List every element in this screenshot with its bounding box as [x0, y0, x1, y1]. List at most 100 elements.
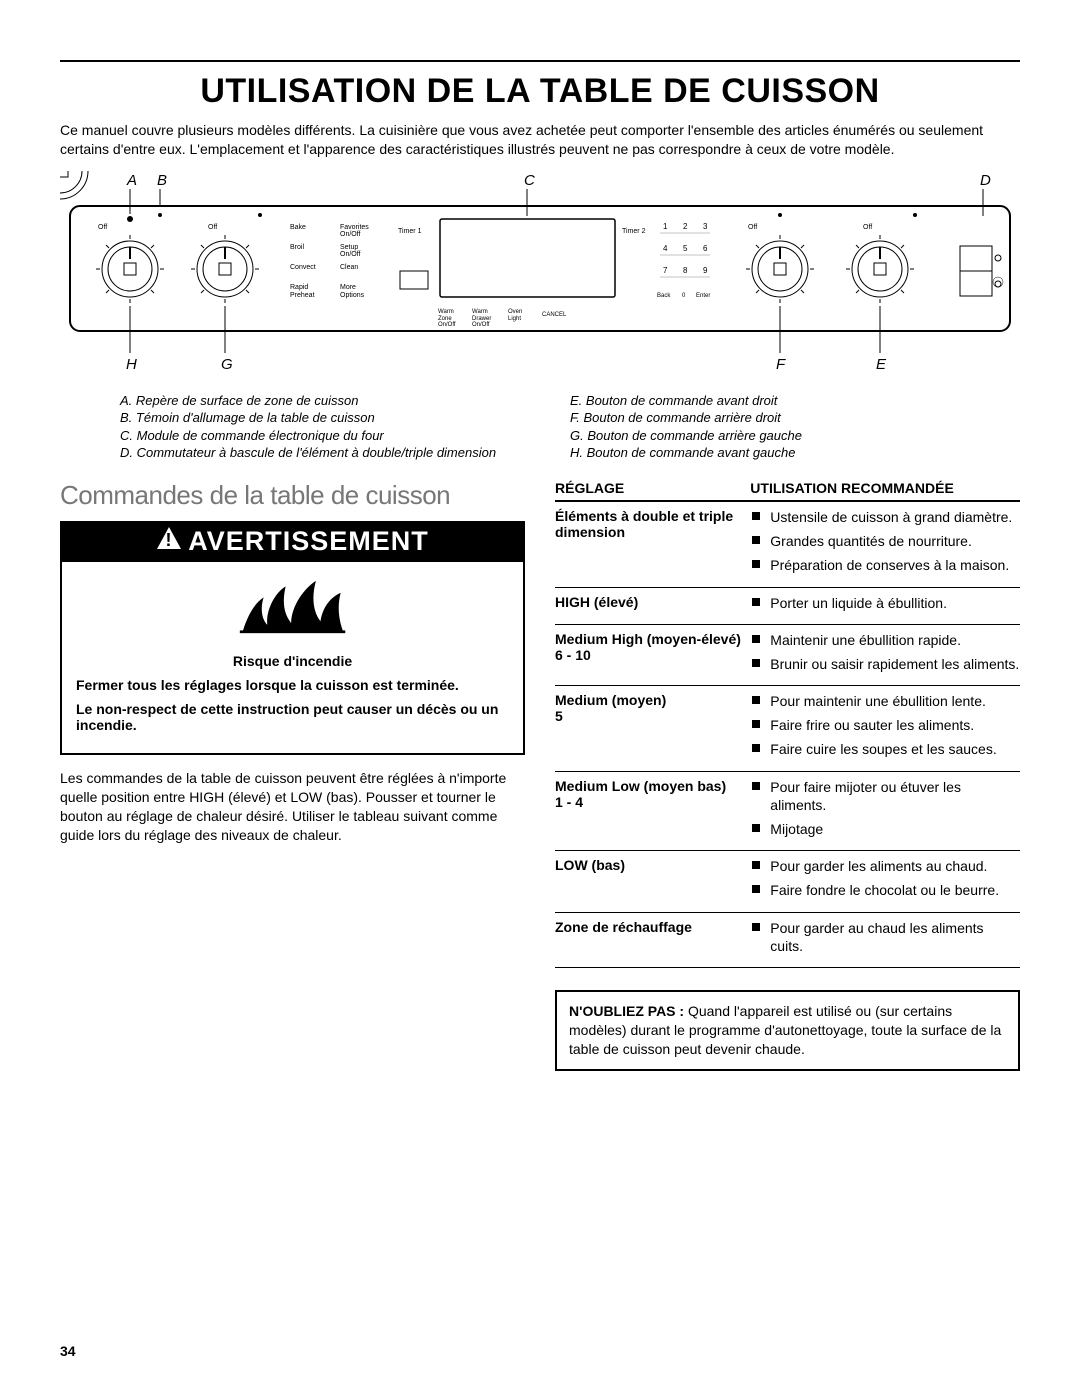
table-row: Medium (moyen)5Pour maintenir une ébulli…	[555, 686, 1020, 772]
usage-item: Brunir ou saisir rapidement les aliments…	[750, 655, 1020, 673]
table-cell-setting: LOW (bas)	[555, 857, 750, 905]
table-row: Medium High (moyen-élevé)6 - 10Maintenir…	[555, 625, 1020, 686]
note-box: N'OUBLIEZ PAS : Quand l'appareil est uti…	[555, 990, 1020, 1071]
warning-line: Le non-respect de cette instruction peut…	[76, 701, 509, 733]
settings-table: RÉGLAGE UTILISATION RECOMMANDÉE Éléments…	[555, 480, 1020, 968]
table-cell-setting: Zone de réchauffage	[555, 919, 750, 961]
usage-item: Faire cuire les soupes et les sauces.	[750, 740, 1020, 758]
svg-text:Convect: Convect	[290, 264, 316, 271]
table-cell-usage: Ustensile de cuisson à grand diamètre.Gr…	[750, 508, 1020, 581]
svg-text:Warm: Warm	[472, 309, 488, 315]
section-heading: Commandes de la table de cuisson	[60, 480, 525, 511]
table-cell-setting: Medium Low (moyen bas)1 - 4	[555, 778, 750, 845]
intro-paragraph: Ce manuel couvre plusieurs modèles diffé…	[60, 121, 1020, 159]
svg-text:0: 0	[682, 293, 686, 299]
body-paragraph: Les commandes de la table de cuisson peu…	[60, 769, 525, 845]
legend-item: E. Bouton de commande avant droit	[570, 392, 960, 410]
svg-text:Timer 1: Timer 1	[398, 228, 422, 235]
page-number: 34	[60, 1343, 76, 1359]
control-panel-diagram: A B C D Off	[60, 171, 1020, 386]
warning-header: ! AVERTISSEMENT	[62, 523, 523, 562]
usage-item: Faire fondre le chocolat ou le beurre.	[750, 881, 1020, 899]
usage-item: Pour faire mijoter ou étuver les aliment…	[750, 778, 1020, 814]
table-header-setting: RÉGLAGE	[555, 480, 750, 496]
usage-item: Pour maintenir une ébullition lente.	[750, 692, 1020, 710]
svg-text:Options: Options	[340, 292, 365, 299]
svg-text:Oven: Oven	[508, 309, 522, 315]
table-cell-usage: Pour faire mijoter ou étuver les aliment…	[750, 778, 1020, 845]
table-cell-usage: Maintenir une ébullition rapide. Brunir o…	[750, 631, 1020, 679]
table-row: Zone de réchauffagePour garder au chaud …	[555, 913, 1020, 968]
svg-text:3: 3	[703, 222, 708, 231]
usage-item: Grandes quantités de nourriture.	[750, 532, 1020, 550]
usage-item: Faire frire ou sauter les aliments.	[750, 716, 1020, 734]
warning-box: ! AVERTISSEMENT Risque d'incendie Fermer…	[60, 521, 525, 755]
svg-text:CANCEL: CANCEL	[542, 312, 567, 318]
svg-text:1: 1	[663, 222, 668, 231]
svg-text:More: More	[340, 284, 356, 291]
svg-text:5: 5	[683, 244, 688, 253]
svg-text:H: H	[126, 356, 137, 373]
svg-text:A: A	[126, 172, 137, 189]
svg-text:On/Off: On/Off	[340, 251, 361, 258]
legend-item: D. Commutateur à bascule de l'élément à …	[120, 444, 510, 462]
svg-text:On/Off: On/Off	[340, 231, 361, 238]
usage-item: Porter un liquide à ébullition.	[750, 594, 1020, 612]
table-cell-usage: Pour garder au chaud les aliments cuits.	[750, 919, 1020, 961]
table-cell-setting: Medium (moyen)5	[555, 692, 750, 765]
table-row: LOW (bas)Pour garder les aliments au cha…	[555, 851, 1020, 912]
note-lead: N'OUBLIEZ PAS :	[569, 1003, 688, 1019]
usage-item: Pour garder au chaud les aliments cuits.	[750, 919, 1020, 955]
svg-text:Off: Off	[208, 224, 217, 231]
warning-line: Risque d'incendie	[76, 653, 509, 669]
legend-item: G. Bouton de commande arrière gauche	[570, 427, 960, 445]
svg-text:2: 2	[683, 222, 688, 231]
fire-icon	[62, 562, 523, 645]
svg-text:8: 8	[683, 266, 688, 275]
svg-text:Off: Off	[863, 224, 872, 231]
svg-text:4: 4	[663, 244, 668, 253]
table-cell-usage: Pour garder les aliments au chaud. Faire …	[750, 857, 1020, 905]
table-row: HIGH (élevé)Porter un liquide à ébulliti…	[555, 588, 1020, 625]
table-cell-setting: HIGH (élevé)	[555, 594, 750, 618]
table-row: Medium Low (moyen bas)1 - 4Pour faire mi…	[555, 772, 1020, 852]
svg-text:Light: Light	[508, 316, 521, 322]
svg-text:F: F	[776, 356, 786, 373]
svg-text:Setup: Setup	[340, 244, 358, 251]
diagram-legend: A. Repère de surface de zone de cuisson …	[60, 392, 1020, 462]
svg-text:Off: Off	[98, 224, 107, 231]
svg-text:G: G	[221, 356, 233, 373]
top-rule	[60, 60, 1020, 62]
legend-item: C. Module de commande électronique du fo…	[120, 427, 510, 445]
svg-text:D: D	[980, 172, 991, 189]
warning-triangle-icon: !	[156, 526, 182, 557]
svg-text:Rapid: Rapid	[290, 284, 308, 291]
warning-line: Fermer tous les réglages lorsque la cuis…	[76, 677, 509, 693]
svg-text:Back: Back	[657, 293, 671, 299]
page-title: UTILISATION DE LA TABLE DE CUISSON	[60, 72, 1020, 111]
svg-text:B: B	[157, 172, 167, 189]
svg-text:Preheat: Preheat	[290, 292, 315, 299]
svg-text:Timer 2: Timer 2	[622, 228, 646, 235]
legend-right-col: E. Bouton de commande avant droit F. Bou…	[570, 392, 960, 462]
legend-item: F. Bouton de commande arrière droit	[570, 409, 960, 427]
warning-header-text: AVERTISSEMENT	[188, 526, 429, 557]
table-cell-usage: Porter un liquide à ébullition.	[750, 594, 1020, 618]
usage-item: Maintenir une ébullition rapide.	[750, 631, 1020, 649]
svg-text:Warm: Warm	[438, 309, 454, 315]
svg-text:On/Off: On/Off	[438, 322, 456, 328]
svg-text:C: C	[524, 172, 535, 189]
legend-left-col: A. Repère de surface de zone de cuisson …	[120, 392, 510, 462]
svg-text:Bake: Bake	[290, 224, 306, 231]
usage-item: Pour garder les aliments au chaud.	[750, 857, 1020, 875]
table-header-usage: UTILISATION RECOMMANDÉE	[750, 480, 1020, 496]
svg-text:Clean: Clean	[340, 264, 358, 271]
svg-text:On/Off: On/Off	[472, 322, 490, 328]
svg-text:9: 9	[703, 266, 708, 275]
svg-text:!: !	[166, 530, 173, 550]
usage-item: Mijotage	[750, 820, 1020, 838]
table-header-row: RÉGLAGE UTILISATION RECOMMANDÉE	[555, 480, 1020, 502]
svg-text:Broil: Broil	[290, 244, 304, 251]
table-row: Éléments à double et triple dimensionUst…	[555, 502, 1020, 588]
legend-item: H. Bouton de commande avant gauche	[570, 444, 960, 462]
